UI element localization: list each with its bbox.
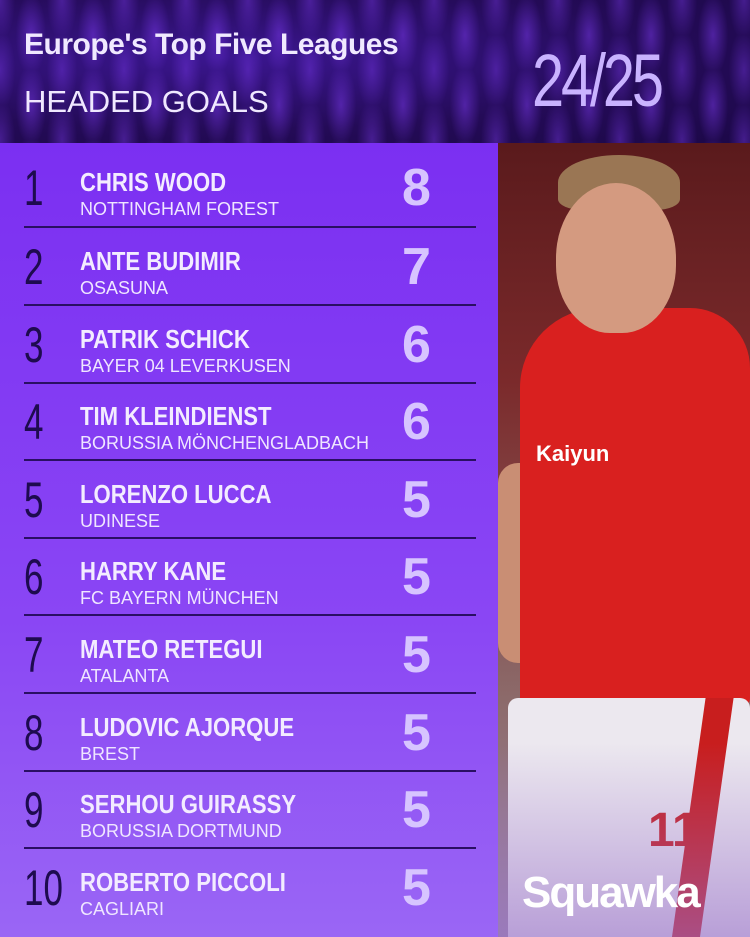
club-name: BAYER 04 LEVERKUSEN bbox=[80, 355, 291, 376]
rank-number: 8 bbox=[24, 704, 44, 761]
player-name: CHRIS WOOD bbox=[80, 167, 227, 197]
rank-number: 9 bbox=[24, 782, 44, 839]
club-name: BORUSSIA DORTMUND bbox=[80, 821, 282, 842]
goals-count: 8 bbox=[402, 159, 431, 217]
table-row: 10 ROBERTO PICCOLI CAGLIARI 5 bbox=[24, 849, 476, 927]
player-photo: Kaiyun 11 bbox=[498, 143, 750, 937]
goals-count: 5 bbox=[402, 703, 431, 762]
header: Europe's Top Five Leagues HEADED GOALS 2… bbox=[0, 0, 750, 143]
table-row: 6 HARRY KANE FC BAYERN MÜNCHEN 5 bbox=[24, 538, 476, 617]
shirt bbox=[520, 308, 750, 708]
table-row: 8 LUDOVIC AJORQUE BREST 5 bbox=[24, 694, 476, 772]
goals-count: 5 bbox=[402, 626, 431, 684]
player-name: HARRY KANE bbox=[80, 556, 227, 587]
rank-number: 4 bbox=[24, 394, 44, 451]
subtitle: HEADED GOALS bbox=[24, 84, 269, 119]
ranking-list: 1 CHRIS WOOD NOTTINGHAM FOREST 8 2 ANTE BUDIM… bbox=[0, 143, 498, 937]
shirt-sponsor: Kaiyun bbox=[536, 441, 610, 466]
club-name: BORUSSIA MÖNCHENGLADBACH bbox=[80, 433, 370, 454]
club-name: BREST bbox=[80, 743, 141, 764]
rank-number: 2 bbox=[24, 239, 44, 295]
head bbox=[556, 183, 676, 333]
player-name: ANTE BUDIMIR bbox=[80, 246, 241, 276]
title: Europe's Top Five Leagues bbox=[24, 28, 399, 61]
goals-count: 5 bbox=[402, 470, 431, 529]
player-name: ROBERTO PICCOLI bbox=[80, 866, 286, 897]
player-name: PATRIK SCHICK bbox=[80, 323, 250, 354]
rank-number: 10 bbox=[24, 859, 63, 916]
squawka-logo: Squawka bbox=[522, 868, 701, 917]
club-name: FC BAYERN MÜNCHEN bbox=[80, 588, 279, 609]
table-row: 7 MATEO RETEGUI ATALANTA 5 bbox=[24, 616, 476, 694]
table-row: 3 PATRIK SCHICK BAYER 04 LEVERKUSEN 6 bbox=[24, 306, 476, 384]
player-name: TIM KLEINDIENST bbox=[80, 401, 272, 432]
player-name: LUDOVIC AJORQUE bbox=[80, 711, 295, 742]
goals-count: 5 bbox=[402, 858, 431, 917]
table-row: 5 LORENZO LUCCA UDINESE 5 bbox=[24, 461, 476, 539]
club-name: UDINESE bbox=[80, 510, 161, 531]
rank-number: 5 bbox=[24, 471, 44, 528]
goals-count: 5 bbox=[402, 548, 431, 607]
table-row: 1 CHRIS WOOD NOTTINGHAM FOREST 8 bbox=[24, 143, 476, 228]
goals-count: 6 bbox=[402, 315, 431, 374]
club-name: ATALANTA bbox=[80, 666, 170, 686]
table-row: 2 ANTE BUDIMIR OSASUNA 7 bbox=[24, 228, 476, 306]
rank-number: 7 bbox=[24, 627, 44, 683]
club-name: CAGLIARI bbox=[80, 898, 165, 919]
goals-count: 5 bbox=[402, 781, 431, 840]
rank-number: 6 bbox=[24, 549, 44, 606]
rank-number: 3 bbox=[24, 316, 44, 373]
club-name: NOTTINGHAM FOREST bbox=[80, 199, 279, 219]
season-label: 24/25 bbox=[532, 39, 664, 122]
player-name: SERHOU GUIRASSY bbox=[80, 789, 297, 820]
goals-count: 7 bbox=[402, 238, 431, 296]
table-row: 9 SERHOU GUIRASSY BORUSSIA DORTMUND 5 bbox=[24, 771, 476, 850]
photo-fade bbox=[498, 743, 750, 937]
goals-count: 6 bbox=[402, 393, 431, 452]
player-name: MATEO RETEGUI bbox=[80, 634, 263, 664]
club-name: OSASUNA bbox=[80, 278, 169, 298]
background-pattern bbox=[0, 0, 750, 143]
player-name: LORENZO LUCCA bbox=[80, 478, 272, 509]
rank-number: 1 bbox=[24, 160, 44, 216]
table-row: 4 TIM KLEINDIENST BORUSSIA MÖNCHENGLADBACH… bbox=[24, 383, 476, 462]
